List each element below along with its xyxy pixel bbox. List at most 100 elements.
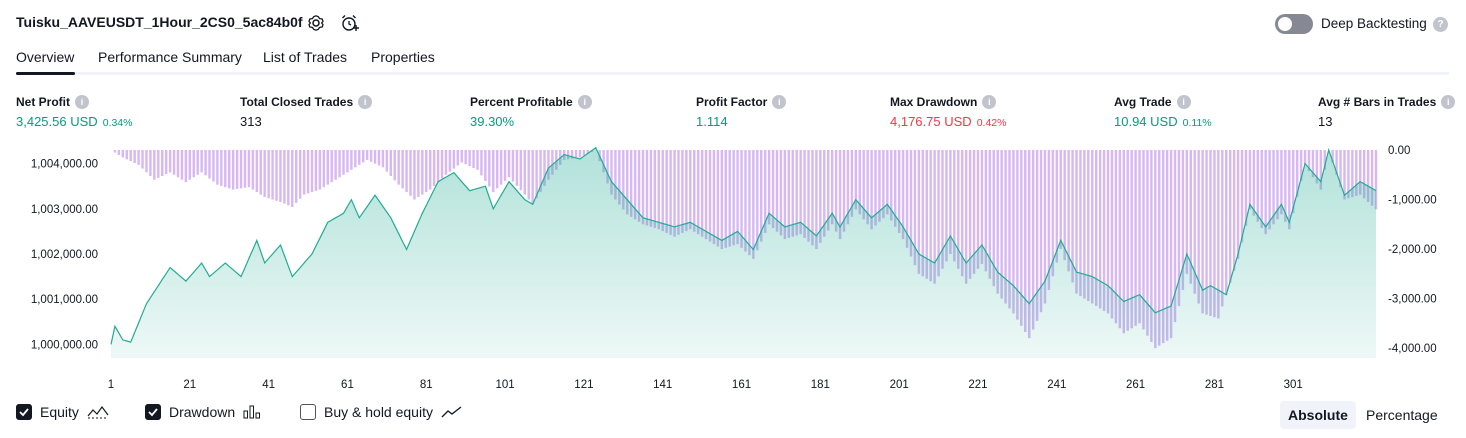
drawdown-bar (488, 150, 491, 187)
x-axis-tick: 161 (732, 379, 751, 391)
drawdown-bar (251, 150, 255, 190)
drawdown-bar (1094, 150, 1098, 306)
info-icon[interactable]: i (1176, 95, 1191, 109)
drawdown-bar (949, 150, 952, 254)
info-icon[interactable]: i (1441, 95, 1456, 109)
drawdown-bar (231, 150, 235, 190)
drawdown-bar (267, 150, 270, 199)
drawdown-bar (164, 150, 168, 175)
x-axis-tick: 41 (262, 379, 275, 391)
drawdown-bar (649, 150, 653, 227)
drawdown-bar (1244, 150, 1248, 226)
x-axis-tick: 21 (183, 379, 196, 391)
right-axis: 0.00 -1,000.00 -2,000.00 -3,000.00 -4,000.00 (1388, 145, 1437, 355)
drawdown-bar (1161, 150, 1165, 344)
drawdown-bar (1181, 150, 1185, 290)
drawdown-bar (976, 150, 980, 269)
alarm-clock-plus-icon[interactable] (340, 13, 360, 33)
drawdown-bar (1130, 150, 1133, 329)
info-icon[interactable]: i (982, 95, 997, 109)
drawdown-bar (602, 150, 605, 173)
drawdown-bar (409, 150, 412, 196)
drawdown-bar (933, 150, 936, 284)
drawdown-bar (917, 150, 921, 274)
legend-equity[interactable]: Equity (16, 404, 109, 420)
drawdown-bar (1370, 150, 1374, 206)
deep-backtesting-toggle[interactable] (1275, 14, 1313, 34)
drawdown-bar (298, 150, 302, 199)
help-icon[interactable]: ? (1433, 17, 1448, 32)
equity-drawdown-chart[interactable]: 1,000,000.00 1,001,000.00 1,002,000.00 1,00… (0, 140, 1466, 398)
tab-performance-summary[interactable]: Performance Summary (98, 49, 242, 65)
drawdown-bar (1039, 150, 1043, 313)
drawdown-bar (326, 150, 329, 185)
drawdown-bar (484, 150, 487, 181)
drawdown-bar (1098, 150, 1102, 309)
drawdown-bar (161, 150, 164, 176)
drawdown-checkbox[interactable] (145, 404, 161, 420)
drawdown-bar (819, 150, 822, 243)
info-icon[interactable]: i (75, 95, 89, 109)
drawdown-bar (964, 150, 968, 284)
drawdown-bar (1146, 150, 1149, 336)
drawdown-bar (681, 150, 684, 233)
drawdown-bar (807, 150, 810, 242)
legend-buy-hold[interactable]: Buy & hold equity (300, 404, 463, 420)
drawdown-bar (495, 150, 499, 189)
drawdown-bar (1225, 150, 1228, 295)
drawdown-bar (519, 150, 523, 191)
drawdown-bar (1008, 150, 1011, 309)
gear-icon[interactable] (306, 13, 326, 33)
drawdown-bar (523, 150, 527, 195)
info-icon[interactable]: i (772, 95, 787, 109)
absolute-button[interactable]: Absolute (1280, 401, 1356, 429)
percentage-button[interactable]: Percentage (1366, 407, 1438, 423)
drawdown-bar (531, 150, 534, 205)
buy-hold-checkbox[interactable] (300, 404, 316, 420)
right-axis-tick: -3,000.00 (1388, 294, 1437, 306)
legend-equity-label: Equity (40, 404, 79, 420)
info-icon[interactable]: i (358, 95, 373, 109)
drawdown-bar (1177, 150, 1181, 306)
drawdown-bar (866, 150, 869, 225)
tab-overview[interactable]: Overview (16, 49, 75, 65)
legend-drawdown[interactable]: Drawdown (145, 404, 263, 420)
drawdown-bar (507, 150, 511, 178)
drawdown-bar (338, 150, 341, 178)
drawdown-bar (984, 150, 988, 272)
drawdown-bar (350, 150, 353, 170)
drawdown-bar (377, 150, 381, 166)
drawdown-bar (890, 150, 893, 221)
equity-checkbox[interactable] (16, 404, 32, 420)
drawdown-bar (1240, 150, 1244, 243)
drawdown-bar (1169, 150, 1173, 339)
x-axis-tick: 201 (890, 379, 909, 391)
drawdown-bar (1165, 150, 1169, 341)
drawdown-bar (393, 150, 396, 181)
drawdown-bar (417, 150, 420, 198)
drawdown-bar (1035, 150, 1039, 321)
info-icon[interactable]: i (577, 95, 592, 109)
drawdown-bar (720, 150, 724, 250)
legend-drawdown-label: Drawdown (169, 404, 236, 420)
drawdown-bar (1142, 150, 1145, 330)
tab-list-of-trades[interactable]: List of Trades (263, 49, 348, 65)
drawdown-bar (306, 150, 310, 194)
drawdown-bar (1292, 150, 1295, 214)
drawdown-bar (957, 150, 960, 269)
drawdown-bar (1335, 150, 1338, 175)
drawdown-bar (854, 150, 858, 210)
drawdown-bar (1067, 150, 1070, 272)
drawdown-bar (968, 150, 972, 279)
tab-properties[interactable]: Properties (371, 49, 435, 65)
drawdown-bar (712, 150, 716, 245)
drawdown-bar (1055, 150, 1059, 263)
drawdown-bar (1359, 150, 1362, 195)
drawdown-bar (1339, 150, 1342, 188)
drawdown-bar (1366, 150, 1370, 202)
drawdown-bar (610, 150, 613, 195)
drawdown-bar (318, 150, 322, 190)
drawdown-bar (1150, 150, 1153, 342)
right-axis-tick: -1,000.00 (1388, 195, 1437, 207)
drawdown-bar (547, 150, 550, 180)
